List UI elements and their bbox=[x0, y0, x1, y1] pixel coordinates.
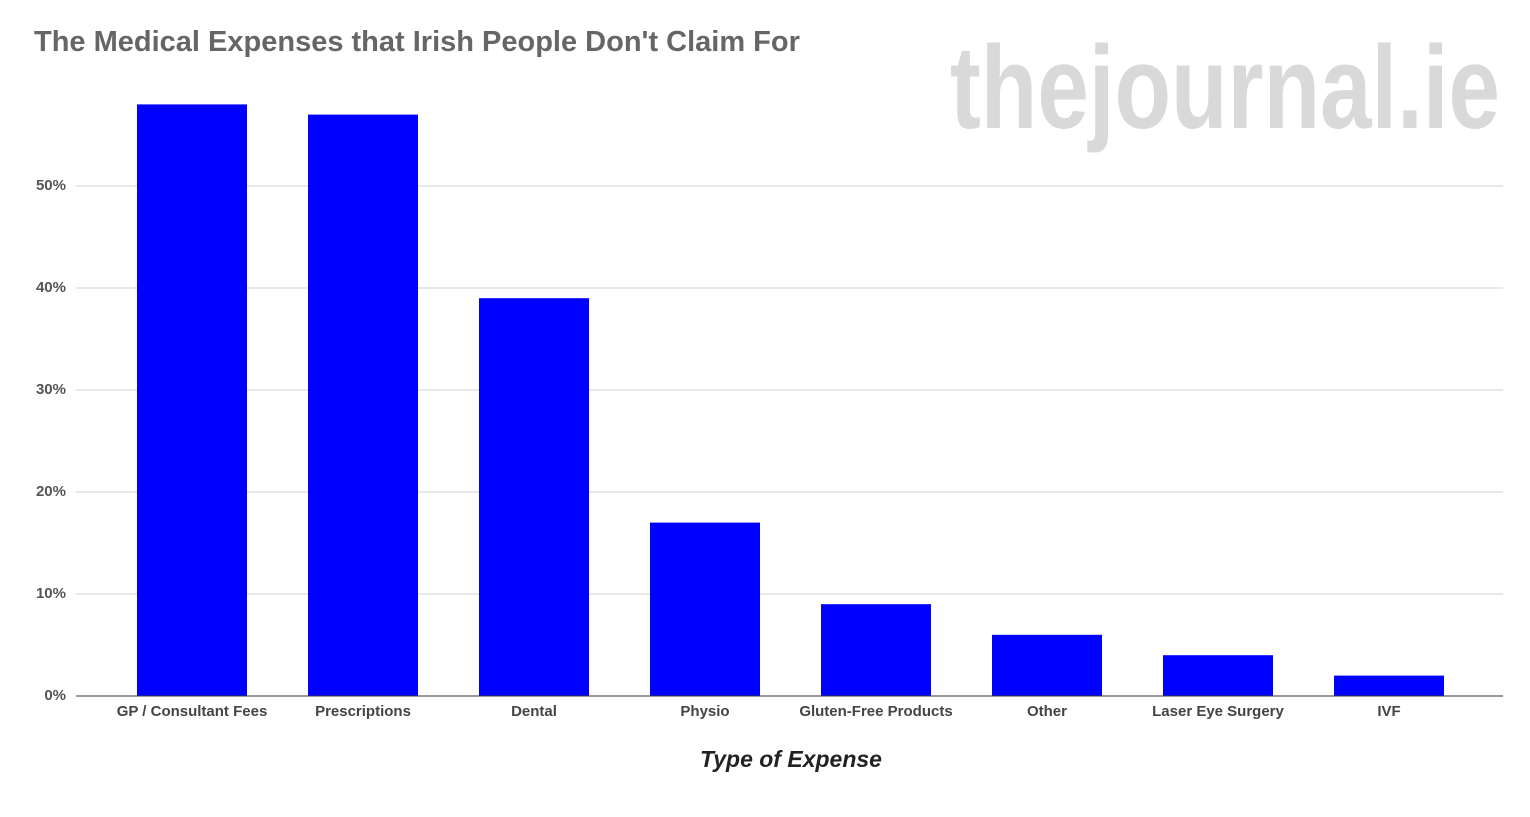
x-tick-label: Other bbox=[1027, 703, 1067, 720]
bar bbox=[650, 522, 760, 696]
y-tick-label: 20% bbox=[36, 483, 66, 500]
x-tick-label: IVF bbox=[1377, 703, 1400, 720]
watermark: thejournal.ie bbox=[950, 22, 1500, 154]
bar bbox=[1163, 655, 1273, 696]
y-tick-label: 10% bbox=[36, 585, 66, 602]
y-tick-label: 0% bbox=[44, 687, 66, 704]
y-tick-label: 40% bbox=[36, 279, 66, 296]
bar bbox=[137, 104, 247, 696]
x-tick-label: Prescriptions bbox=[315, 703, 411, 720]
x-tick-label: Laser Eye Surgery bbox=[1152, 703, 1284, 720]
x-tick-label: Dental bbox=[511, 703, 557, 720]
y-tick-label: 30% bbox=[36, 381, 66, 398]
x-tick-label: Physio bbox=[680, 703, 729, 720]
y-tick-label: 50% bbox=[36, 177, 66, 194]
x-axis-title: Type of Expense bbox=[700, 746, 882, 772]
x-tick-label: Gluten-Free Products bbox=[799, 703, 952, 720]
bar bbox=[821, 604, 931, 696]
bar bbox=[308, 114, 418, 697]
x-tick-label: GP / Consultant Fees bbox=[117, 703, 268, 720]
bar bbox=[479, 298, 589, 696]
bar bbox=[1334, 675, 1444, 696]
bar bbox=[992, 634, 1102, 696]
chart-title: The Medical Expenses that Irish People D… bbox=[34, 26, 800, 58]
